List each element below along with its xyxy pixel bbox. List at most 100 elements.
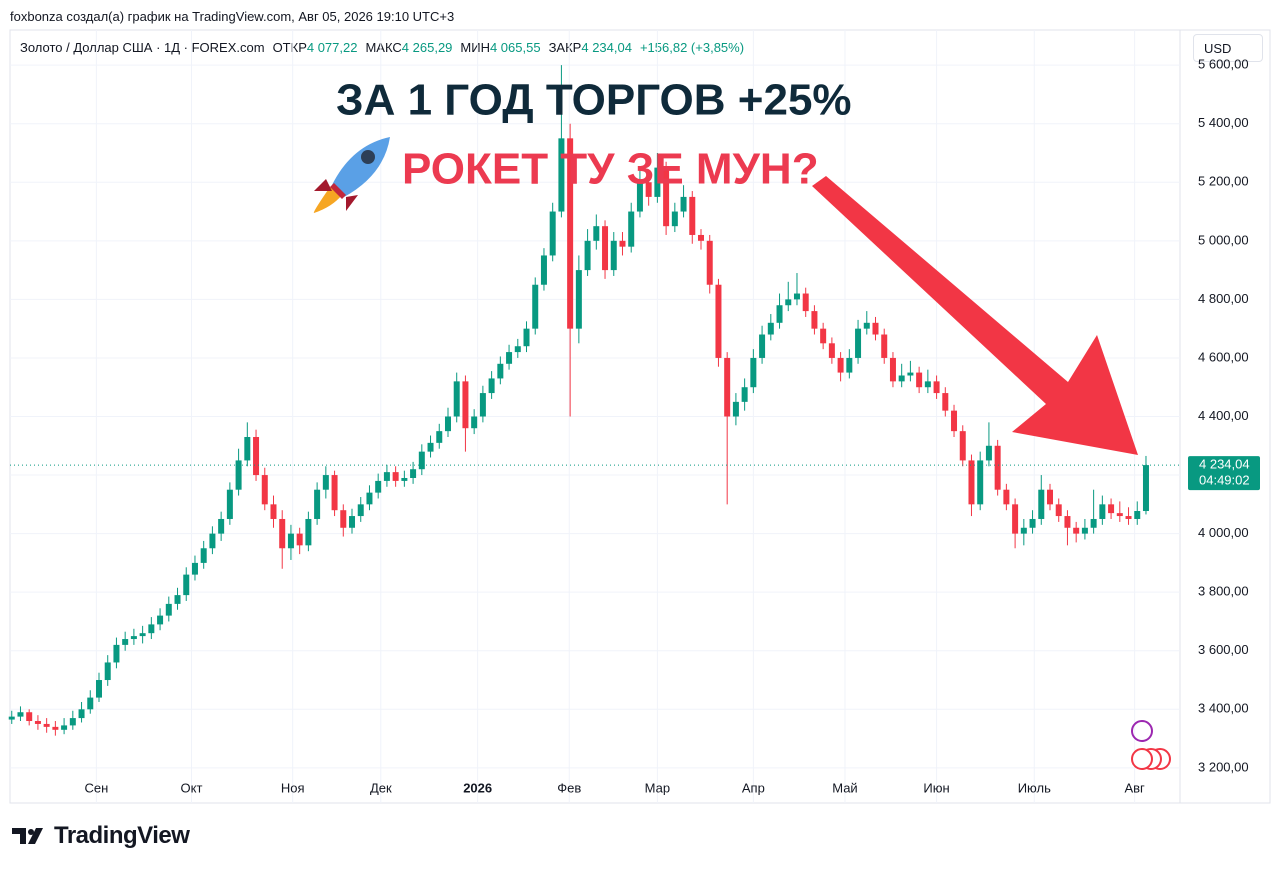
candle-body xyxy=(846,357,853,373)
candle-body xyxy=(1116,513,1123,517)
y-tick-label: 4 000,00 xyxy=(1198,525,1249,540)
candle-body xyxy=(663,167,670,227)
candle-body xyxy=(942,393,949,411)
x-tick-label: Дек xyxy=(370,780,392,795)
x-tick-label: Ноя xyxy=(281,780,305,795)
candle-body xyxy=(750,357,757,388)
candle-body xyxy=(767,322,774,335)
candle-body xyxy=(793,293,800,300)
candle-body xyxy=(968,460,975,505)
candle-body xyxy=(497,363,504,379)
ohlc-label: МАКС xyxy=(365,40,402,55)
candle-body xyxy=(69,718,76,726)
candle-body xyxy=(924,381,931,388)
brand-name: TradingView xyxy=(54,822,190,849)
candle-body xyxy=(654,167,661,197)
candle-body xyxy=(183,574,190,596)
candle-body xyxy=(191,562,198,575)
candle-body xyxy=(331,475,338,511)
candle-body xyxy=(453,381,460,417)
candle-body xyxy=(1073,527,1080,534)
candle-body xyxy=(104,662,111,681)
y-tick-label: 5 400,00 xyxy=(1198,115,1249,130)
brand-logo xyxy=(12,828,43,844)
rocket-stripe xyxy=(330,183,346,199)
x-tick-label: Мар xyxy=(645,780,670,795)
candle-body xyxy=(1142,465,1149,512)
candle-body xyxy=(8,716,15,720)
candle-body xyxy=(244,436,251,461)
y-tick-label: 3 800,00 xyxy=(1198,584,1249,599)
y-tick-label: 4 600,00 xyxy=(1198,349,1249,364)
candle-body xyxy=(680,196,687,212)
candle-body xyxy=(1047,489,1053,505)
candle-body xyxy=(462,381,469,429)
candle-body xyxy=(427,442,434,452)
ohlc-label: ЗАКР xyxy=(548,40,582,55)
currency-button[interactable]: USD xyxy=(1193,34,1263,62)
candle-body xyxy=(479,393,486,417)
candle-body xyxy=(87,697,94,710)
author-line: foxbonza создал(а) график на TradingView… xyxy=(10,9,455,24)
candle-body xyxy=(253,436,260,476)
candle-body xyxy=(340,510,347,528)
candle-body xyxy=(78,709,85,719)
candle-body xyxy=(724,357,731,417)
candle-body xyxy=(401,477,408,481)
y-tick-label: 3 600,00 xyxy=(1198,642,1249,657)
x-tick-label: 2026 xyxy=(463,780,492,795)
candle-body xyxy=(418,451,425,470)
y-tick-label: 4 800,00 xyxy=(1198,291,1249,306)
candle-body xyxy=(1099,504,1106,519)
candle-body xyxy=(977,460,984,505)
candle-body xyxy=(628,211,635,247)
x-tick-label: Фев xyxy=(557,780,581,795)
candle-body xyxy=(689,196,696,235)
subheadline: РОКЕТ ТУ ЗЕ МУН? xyxy=(402,145,819,194)
countdown: 04:49:02 xyxy=(1199,473,1250,488)
candle-body xyxy=(593,226,600,241)
candle-body xyxy=(139,633,146,637)
rocket-body xyxy=(332,137,390,197)
candle-body xyxy=(349,516,356,528)
candle-body xyxy=(959,431,966,461)
ohlc-value: 4 234,04 xyxy=(581,40,632,55)
candle-body xyxy=(706,240,713,285)
last-price-tag xyxy=(1188,456,1260,491)
candle-body xyxy=(636,182,643,212)
candle-body xyxy=(741,387,748,402)
candle-body xyxy=(610,240,617,271)
candle-body xyxy=(296,533,303,546)
x-tick-label: Июн xyxy=(923,780,949,795)
candle-body xyxy=(619,240,626,247)
candle-body xyxy=(165,603,172,616)
candle-body xyxy=(1055,504,1062,517)
candle-body xyxy=(820,328,827,344)
candle-body xyxy=(802,293,809,312)
candle-body xyxy=(645,182,652,197)
y-tick-label: 3 400,00 xyxy=(1198,701,1249,716)
candle-body xyxy=(567,138,574,329)
brand: TradingView xyxy=(12,822,190,850)
candle-body xyxy=(575,270,582,329)
candle-body xyxy=(916,372,923,388)
ohlc-value: 4 077,22 xyxy=(306,40,358,55)
candle-body xyxy=(985,445,992,461)
candle-body xyxy=(1108,504,1115,514)
candle-body xyxy=(1081,527,1088,534)
rocket-flame xyxy=(313,187,342,213)
candle-body xyxy=(907,372,914,376)
candle-body xyxy=(157,615,164,625)
candle-body xyxy=(200,548,207,563)
candle-body xyxy=(1134,511,1141,519)
rocket-icon xyxy=(313,137,390,213)
x-tick-label: Май xyxy=(832,780,857,795)
candle-body xyxy=(1029,518,1036,528)
candle-body xyxy=(558,138,565,212)
candle-body xyxy=(1020,527,1027,534)
candle-body xyxy=(383,472,390,481)
candle-body xyxy=(322,475,329,490)
ohlc-label: МИН xyxy=(460,40,490,55)
candle-body xyxy=(34,721,41,724)
flag-icon xyxy=(1131,748,1153,770)
